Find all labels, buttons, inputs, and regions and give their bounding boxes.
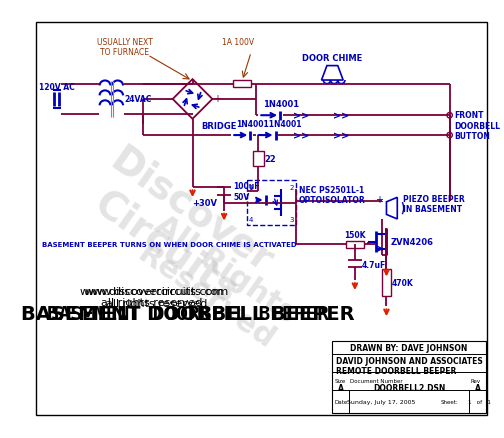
Text: 4.7uF: 4.7uF [362,261,387,270]
Text: DOORBELL2.DSN: DOORBELL2.DSN [373,383,445,392]
Text: www.discovercircuits.com: www.discovercircuits.com [84,286,228,297]
Text: A: A [475,383,480,392]
Text: DOOR CHIME: DOOR CHIME [302,54,362,63]
Text: BASEMENT DOORBELL BEEPER: BASEMENT DOORBELL BEEPER [21,304,355,323]
Text: 1N40011N4001: 1N40011N4001 [236,120,301,128]
Text: >>: >> [333,111,349,121]
Text: 1: 1 [248,184,253,191]
Text: DAVID JOHNSON AND ASSOCIATES: DAVID JOHNSON AND ASSOCIATES [336,356,483,365]
Text: A: A [338,383,343,392]
Text: USUALLY NEXT
TO FURNACE: USUALLY NEXT TO FURNACE [97,38,153,57]
Text: 150K: 150K [344,230,365,239]
Text: BASEMENT DOORBELL BEEPER: BASEMENT DOORBELL BEEPER [47,304,329,323]
Text: BRIDGE: BRIDGE [202,121,237,131]
Text: Document Number: Document Number [350,378,403,383]
Text: DRAWN BY: DAVE JOHNSON: DRAWN BY: DAVE JOHNSON [350,344,468,353]
Bar [246,181,296,226]
Bar [253,152,264,166]
Text: 100uF
50V: 100uF 50V [233,182,260,201]
Text: ZVN4206: ZVN4206 [391,237,434,247]
Text: 4: 4 [248,216,253,222]
Text: 120V AC: 120V AC [39,83,75,92]
Text: +30V: +30V [192,199,217,208]
Text: +: + [213,94,221,104]
Text: all rights reserved: all rights reserved [106,298,207,308]
Text: Discover
Circuits: Discover Circuits [78,141,280,316]
Text: www.discovercircuits.com: www.discovercircuits.com [80,286,224,297]
Text: 1N4001: 1N4001 [263,100,299,109]
Bar [346,241,364,248]
Text: 470K: 470K [392,278,414,287]
Text: Date: Date [334,399,347,404]
Text: Sheet:: Sheet: [440,399,458,404]
Text: >>: >> [333,131,349,141]
Text: >>: >> [293,131,309,141]
Text: NEC PS2501L-1
OPTOISOLATOR: NEC PS2501L-1 OPTOISOLATOR [299,185,366,205]
Bar [233,81,251,88]
Text: 22: 22 [265,155,276,164]
Text: FRONT
DOORBELL
BUTTON: FRONT DOORBELL BUTTON [454,111,500,141]
Text: 1A 100V: 1A 100V [222,38,254,46]
Text: 24VAC: 24VAC [124,95,151,104]
Text: +: + [375,194,383,205]
Text: REMOTE DOORBELL BEEPER: REMOTE DOORBELL BEEPER [336,366,456,375]
Text: Sunday, July 17, 2005: Sunday, July 17, 2005 [347,399,415,404]
Text: 1   of   1: 1 of 1 [468,399,490,404]
Text: BASEMENT BEEPER TURNS ON WHEN DOOR CHIME IS ACTIVATED: BASEMENT BEEPER TURNS ON WHEN DOOR CHIME… [42,242,296,247]
Text: 2: 2 [289,184,293,191]
Text: Rev: Rev [470,378,480,383]
Text: >>: >> [293,111,309,121]
Text: PIEZO BEEPER
IN BASEMENT: PIEZO BEEPER IN BASEMENT [403,194,465,214]
Bar [332,341,486,413]
Text: -: - [165,94,169,104]
Text: 3: 3 [289,216,293,222]
Text: Size: Size [334,378,345,383]
Text: All Rights
Reserved: All Rights Reserved [130,209,301,355]
Bar [382,269,391,296]
Text: all rights reserved: all rights reserved [101,297,203,307]
